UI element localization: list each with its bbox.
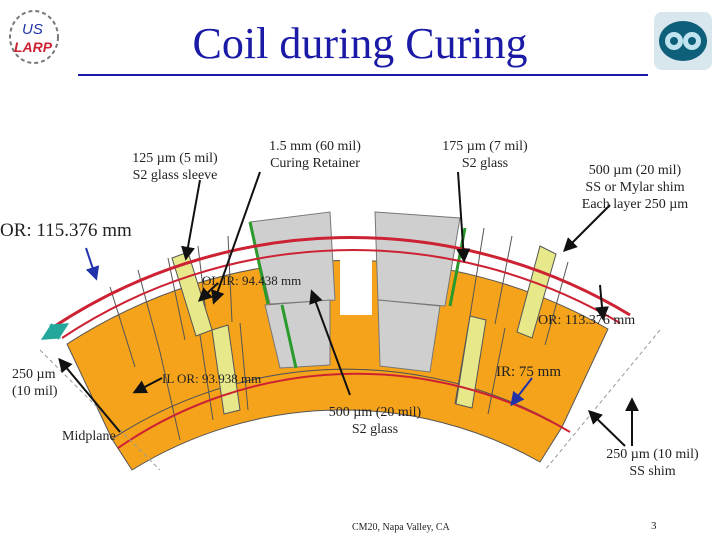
label-or-113: OR: 113.376 mm: [538, 313, 636, 328]
label-s2-glass-bottom-line2: S2 glass: [351, 422, 399, 437]
label-shim-line1: 500 µm (20 mil): [588, 163, 682, 178]
title-rule: [78, 74, 648, 76]
arrow-glass-sleeve: [181, 179, 201, 261]
glass-line-left: [280, 304, 298, 369]
label-s2-glass-top-line1: 175 µm (7 mil): [442, 139, 528, 154]
label-curing-retainer: 1.5 mm (60 mil) Curing Retainer: [250, 138, 380, 172]
arrow-ol-ir: [197, 282, 219, 302]
arrow-gap-250: [40, 322, 70, 341]
arrow-or-113: [595, 284, 609, 321]
label-il-or: IL OR: 93.938 mm: [162, 371, 262, 386]
label-ol-ir: OL IR: 94.438 mm: [202, 273, 302, 288]
label-curing-retainer-line1: 1.5 mm (60 mil): [269, 139, 361, 154]
label-gap-250: 250 µm (10 mil): [12, 366, 58, 400]
label-glass-sleeve-line1: 125 µm (5 mil): [132, 151, 218, 166]
arrow-shim: [563, 204, 611, 252]
label-ss-shim-line1: 250 µm (10 mil): [606, 447, 699, 462]
label-glass-sleeve-line2: S2 glass sleeve: [132, 168, 218, 183]
label-s2-glass-top: 175 µm (7 mil) S2 glass: [425, 138, 545, 172]
arrow-outer-or: [85, 247, 100, 281]
arrow-s2-glass-top: [456, 171, 471, 263]
lhc-magnet-logo: [652, 10, 714, 72]
curing-retainer-arc-inner: [61, 249, 621, 339]
glass-line-left-outer: [248, 221, 270, 305]
label-ss-shim-line2: SS shim: [629, 464, 676, 479]
curing-retainer-arc: [51, 236, 631, 330]
midplane-line-right: [544, 329, 661, 471]
arrow-midplane: [58, 357, 121, 433]
label-gap-250-line2: (10 mil): [12, 384, 58, 399]
pole-gap: [340, 205, 372, 315]
wedge-outer-right: [516, 245, 557, 339]
label-shim-line2: SS or Mylar shim: [585, 180, 685, 195]
arrow-il-or: [132, 377, 163, 394]
inner-pole-left: [264, 299, 331, 369]
arrow-s2-glass-bottom: [309, 289, 351, 396]
label-s2-glass-bottom: 500 µm (20 mil) S2 glass: [310, 404, 440, 438]
page-number: 3: [651, 520, 657, 532]
logo-text-larp: LARP: [14, 39, 53, 55]
arrow-curing-retainer: [211, 171, 261, 305]
pole-piece-right: [374, 211, 461, 307]
arrow-ss-shim: [587, 410, 626, 447]
label-s2-glass-bottom-line1: 500 µm (20 mil): [328, 405, 422, 420]
us-larp-logo: US LARP: [6, 8, 62, 66]
logo-text-us: US: [22, 21, 43, 38]
label-outer-or: OR: 115.376 mm: [0, 220, 132, 241]
label-ir-75: IR: 75 mm: [496, 364, 562, 380]
label-ss-shim: 250 µm (10 mil) SS shim: [590, 446, 715, 480]
label-curing-retainer-line2: Curing Retainer: [270, 156, 360, 171]
label-s2-glass-top-line2: S2 glass: [461, 156, 509, 171]
slide-title: Coil during Curing: [192, 19, 528, 68]
label-glass-sleeve: 125 µm (5 mil) S2 glass sleeve: [110, 150, 240, 184]
wedge-inner-right: [455, 315, 487, 409]
inner-pole-right: [377, 299, 441, 373]
label-shim-line3: Each layer 250 µm: [581, 197, 689, 212]
label-shim: 500 µm (20 mil) SS or Mylar shim Each la…: [560, 162, 710, 213]
slide-footer: CM20, Napa Valley, CA: [352, 522, 450, 533]
label-gap-250-line1: 250 µm: [12, 367, 56, 382]
arrow-ir-75: [510, 377, 533, 407]
label-midplane: Midplane: [62, 429, 116, 444]
